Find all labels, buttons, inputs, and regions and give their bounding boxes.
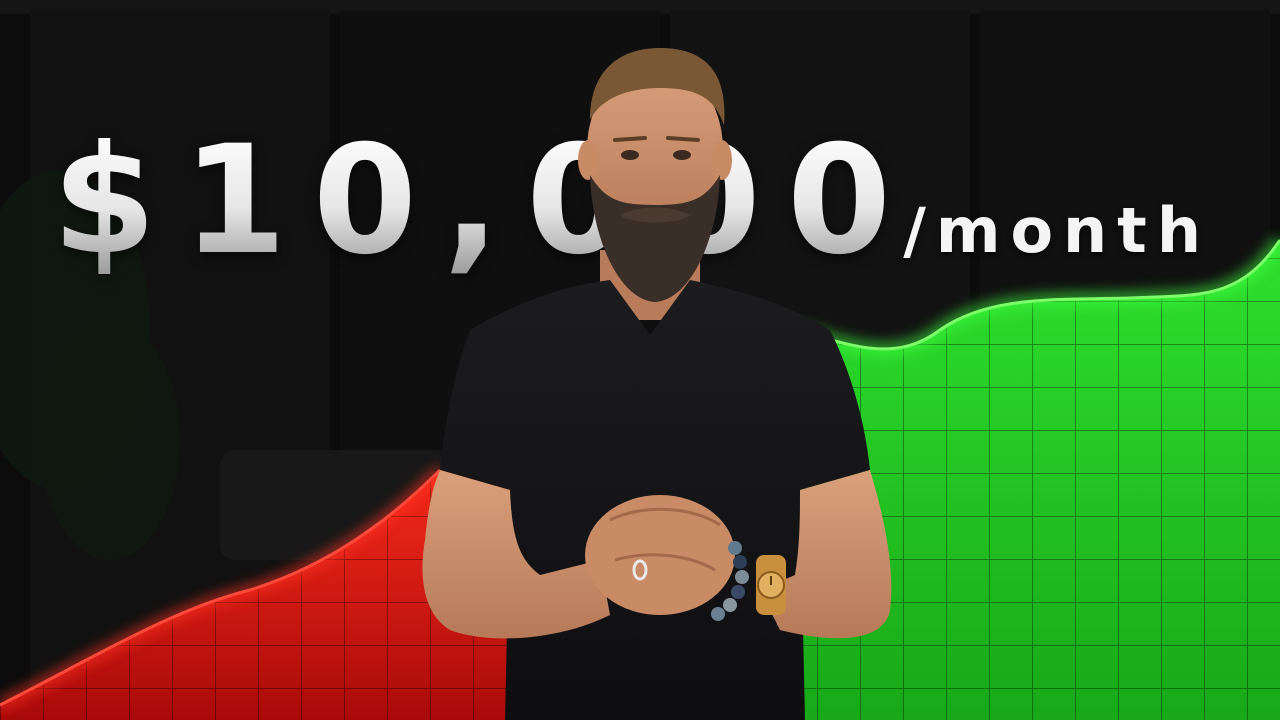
headline-amount: $10,000 — [52, 114, 918, 288]
ring — [632, 559, 648, 581]
right-eye — [673, 150, 691, 160]
left-arm — [422, 470, 610, 639]
hair — [590, 48, 725, 125]
wood-watch — [756, 555, 786, 615]
green-line — [799, 239, 1280, 351]
beard — [590, 175, 720, 302]
headline: $10,000 /month — [52, 86, 1211, 276]
left-eye — [621, 150, 639, 160]
bead-bracelet — [711, 541, 749, 621]
right-arm — [760, 470, 892, 639]
red-line — [0, 468, 442, 707]
head — [587, 62, 723, 238]
headline-suffix: /month — [903, 194, 1211, 267]
